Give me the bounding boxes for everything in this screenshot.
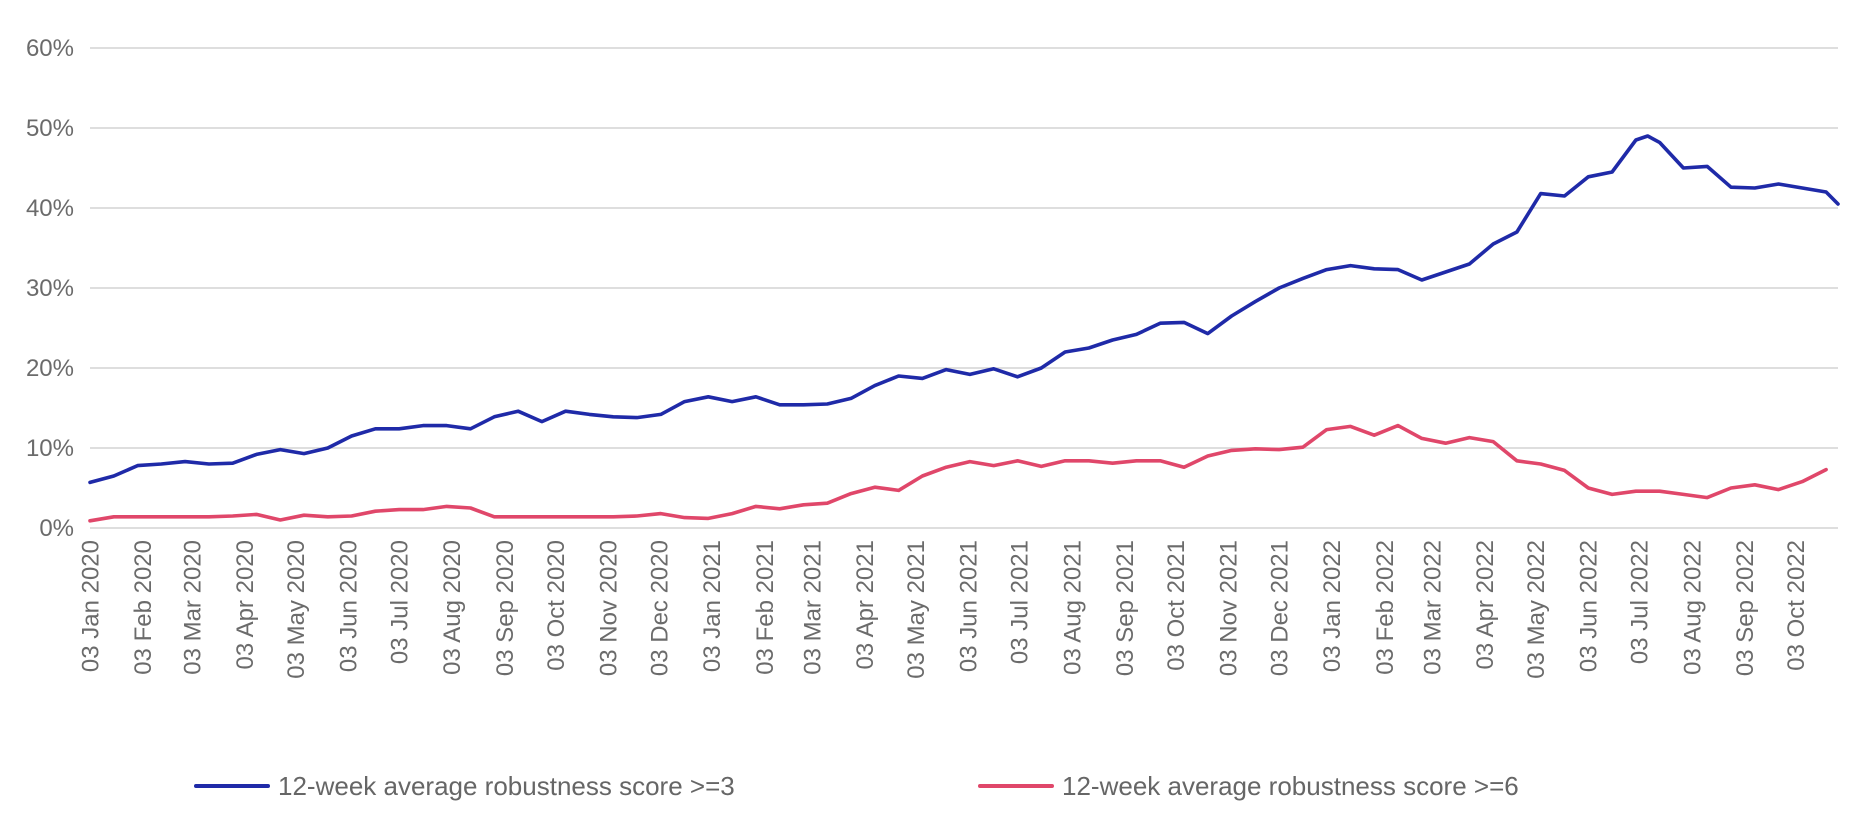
x-tick-label: 03 Sep 2021 xyxy=(1112,540,1139,676)
x-tick-label: 03 Dec 2021 xyxy=(1267,540,1294,676)
x-tick-label: 03 Mar 2022 xyxy=(1419,540,1446,675)
x-tick-label: 03 Apr 2022 xyxy=(1472,540,1499,669)
x-tick-label: 03 Sep 2022 xyxy=(1732,540,1759,676)
x-tick-label: 03 Jan 2022 xyxy=(1319,540,1346,672)
y-tick-label: 30% xyxy=(26,275,74,302)
y-axis-ticks: 0% 10% 20% 30% 40% 50% 60% xyxy=(26,35,74,542)
series-line-2 xyxy=(88,423,1828,523)
legend-label-2: 12-week average robustness score >=6 xyxy=(1062,771,1519,801)
y-tick-label: 40% xyxy=(26,195,74,222)
x-tick-label: 03 Jun 2022 xyxy=(1576,540,1603,672)
series-line-1 xyxy=(88,134,1840,485)
x-tick-label: 03 Aug 2020 xyxy=(439,540,466,675)
x-tick-label: 03 Nov 2021 xyxy=(1216,540,1243,676)
x-tick-label: 03 Mar 2021 xyxy=(799,540,826,675)
y-tick-label: 60% xyxy=(26,35,74,62)
x-tick-label: 03 May 2022 xyxy=(1523,540,1550,679)
x-tick-label: 03 Apr 2021 xyxy=(852,540,879,669)
x-tick-label: 03 Mar 2020 xyxy=(179,540,206,675)
x-tick-label: 03 Feb 2020 xyxy=(130,540,157,675)
x-tick-label: 03 Apr 2020 xyxy=(232,540,259,669)
x-tick-label: 03 May 2020 xyxy=(283,540,310,679)
x-tick-label: 03 May 2021 xyxy=(903,540,930,679)
x-tick-label: 03 Jul 2020 xyxy=(387,540,414,664)
x-tick-label: 03 Feb 2021 xyxy=(752,540,779,675)
y-tick-label: 10% xyxy=(26,435,74,462)
gridlines xyxy=(90,47,1838,529)
legend-label-1: 12-week average robustness score >=3 xyxy=(278,771,735,801)
x-tick-label: 03 Jan 2021 xyxy=(699,540,726,672)
x-tick-label: 03 Dec 2020 xyxy=(646,540,673,676)
y-tick-label: 20% xyxy=(26,355,74,382)
legend: 12-week average robustness score >=3 12-w… xyxy=(194,771,1519,801)
x-tick-label: 03 Sep 2020 xyxy=(492,540,519,676)
x-tick-label: 03 Oct 2022 xyxy=(1783,540,1810,671)
x-tick-label: 03 Jun 2020 xyxy=(336,540,363,672)
y-tick-label: 0% xyxy=(39,515,74,542)
x-tick-label: 03 Oct 2021 xyxy=(1163,540,1190,671)
x-tick-label: 03 Nov 2020 xyxy=(596,540,623,676)
x-tick-label: 03 Feb 2022 xyxy=(1372,540,1399,675)
series-lines xyxy=(88,134,1840,523)
x-tick-label: 03 Oct 2020 xyxy=(543,540,570,671)
x-tick-label: 03 Jan 2020 xyxy=(77,540,104,672)
x-tick-label: 03 Aug 2021 xyxy=(1059,540,1086,675)
x-tick-label: 03 Jul 2021 xyxy=(1007,540,1034,664)
x-tick-label: 03 Jun 2021 xyxy=(956,540,983,672)
x-tick-label: 03 Aug 2022 xyxy=(1679,540,1706,675)
x-tick-label: 03 Jul 2022 xyxy=(1627,540,1654,664)
x-axis-ticks: 03 Jan 2020 03 Feb 2020 03 Mar 2020 03 Apr … xyxy=(77,540,1810,679)
y-tick-label: 50% xyxy=(26,115,74,142)
